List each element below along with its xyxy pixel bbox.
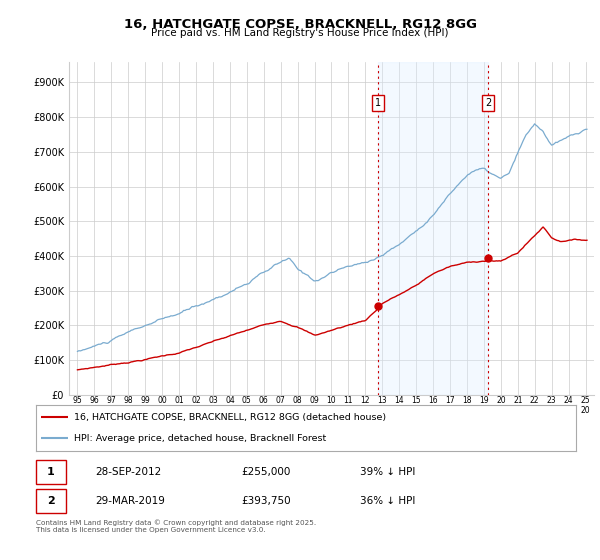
Text: Contains HM Land Registry data © Crown copyright and database right 2025.
This d: Contains HM Land Registry data © Crown c… xyxy=(36,520,316,533)
Text: £255,000: £255,000 xyxy=(241,467,290,477)
Bar xyxy=(378,62,488,395)
Text: 29-MAR-2019: 29-MAR-2019 xyxy=(95,496,165,506)
Text: 39% ↓ HPI: 39% ↓ HPI xyxy=(360,467,415,477)
Text: HPI: Average price, detached house, Bracknell Forest: HPI: Average price, detached house, Brac… xyxy=(74,434,326,443)
Text: Price paid vs. HM Land Registry's House Price Index (HPI): Price paid vs. HM Land Registry's House … xyxy=(151,28,449,38)
Text: 36% ↓ HPI: 36% ↓ HPI xyxy=(360,496,415,506)
Text: 1: 1 xyxy=(47,467,55,477)
Text: £393,750: £393,750 xyxy=(241,496,291,506)
Text: 28-SEP-2012: 28-SEP-2012 xyxy=(95,467,161,477)
Text: 16, HATCHGATE COPSE, BRACKNELL, RG12 8GG: 16, HATCHGATE COPSE, BRACKNELL, RG12 8GG xyxy=(124,18,476,31)
FancyBboxPatch shape xyxy=(36,489,66,514)
Text: 2: 2 xyxy=(485,98,491,108)
Text: 1: 1 xyxy=(375,98,381,108)
Text: 2: 2 xyxy=(47,496,55,506)
Text: 16, HATCHGATE COPSE, BRACKNELL, RG12 8GG (detached house): 16, HATCHGATE COPSE, BRACKNELL, RG12 8GG… xyxy=(74,413,386,422)
FancyBboxPatch shape xyxy=(36,460,66,484)
